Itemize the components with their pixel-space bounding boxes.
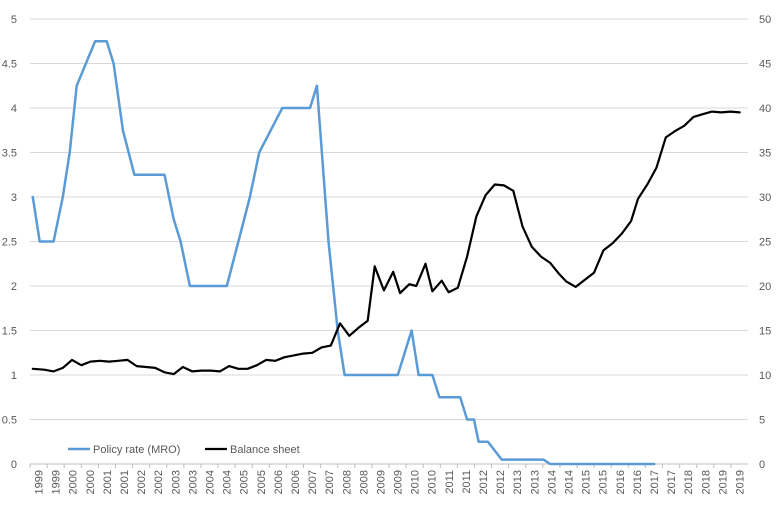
x-axis-tick-label: 2012	[478, 470, 490, 494]
x-axis-tick-label: 2010	[410, 470, 422, 494]
x-axis-tick-label: 2012	[495, 470, 507, 494]
x-axis-tick-label: 2002	[153, 470, 165, 494]
legend-label: Balance sheet	[230, 444, 300, 456]
x-axis-tick-label: 2018	[700, 470, 712, 494]
left-axis-tick-label: 4.5	[2, 59, 17, 71]
x-axis-tick-label: 1999	[51, 470, 63, 494]
x-axis-tick-label: 2016	[615, 470, 627, 494]
x-axis-tick-label: 2004	[205, 470, 217, 494]
left-axis-tick-label: 3	[11, 192, 17, 204]
x-axis-tick-label: 2019	[734, 470, 746, 494]
right-axis-tick-label: 10	[759, 370, 771, 382]
x-axis-tick-label: 2008	[341, 470, 353, 494]
x-axis-tick-label: 2008	[358, 470, 370, 494]
x-axis-tick-label: 2006	[273, 470, 285, 494]
series-lines	[31, 40, 741, 466]
left-axis-tick-label: 0	[11, 459, 17, 471]
x-axis-tick-label: 2014	[546, 470, 558, 494]
right-axis-tick-label: 45	[759, 59, 771, 71]
x-axis-tick-label: 2010	[427, 470, 439, 494]
x-axis-tick-labels: 1999 1999 2000 2000 2001 2001 2002 2002 2003 2003…	[34, 470, 747, 494]
x-axis-tick-label: 2017	[666, 470, 678, 494]
right-axis-tick-label: 15	[759, 326, 771, 338]
right-axis-tick-label: 25	[759, 237, 771, 249]
x-axis-tick-label: 2000	[85, 470, 97, 494]
right-axis-tick-label: 40	[759, 103, 771, 115]
x-axis-tick-label: 2019	[717, 470, 729, 494]
gridlines	[30, 18, 748, 420]
x-axis-tick-label: 2015	[598, 470, 610, 494]
legend: Policy rate (MRO) Balance sheet	[68, 444, 300, 456]
x-axis-tick-label: 2009	[393, 470, 405, 494]
x-axis-tick-label: 2014	[564, 470, 576, 494]
right-axis-tick-label: 20	[759, 281, 771, 293]
x-axis-tick-label: 2005	[239, 470, 251, 494]
left-axis-tick-label: 1.5	[2, 326, 17, 338]
right-axis-tick-labels: 0 5 10 15 20 25 30 35 40 45 50	[759, 14, 771, 471]
right-axis-tick-label: 50	[759, 14, 771, 26]
x-axis-tick-label: 2003	[187, 470, 199, 494]
series-line-policy-rate	[31, 40, 656, 466]
x-axis-tick-label: 2016	[632, 470, 644, 494]
left-axis-tick-label: 1	[11, 370, 17, 382]
x-axis-tick-label: 2015	[581, 470, 593, 494]
x-axis-tick-label: 2004	[222, 470, 234, 494]
x-axis-tick-label: 2011	[461, 470, 473, 494]
legend-label: Policy rate (MRO)	[93, 444, 180, 456]
x-axis-tick-label: 2018	[683, 470, 695, 494]
left-axis-tick-label: 4	[11, 103, 17, 115]
right-axis-tick-label: 30	[759, 192, 771, 204]
left-axis-tick-label: 3.5	[2, 148, 17, 160]
x-axis-tick-label: 2009	[375, 470, 387, 494]
x-axis-tick-label: 2001	[102, 470, 114, 494]
left-axis-tick-label: 0.5	[2, 415, 17, 427]
x-axis-tick-label: 2006	[290, 470, 302, 494]
x-axis-tick-label: 2001	[119, 470, 131, 494]
left-axis-tick-label: 2.5	[2, 237, 17, 249]
x-axis-tick-label: 2011	[444, 470, 456, 494]
x-axis-tick-label: 2003	[170, 470, 182, 494]
right-axis-tick-label: 5	[759, 415, 765, 427]
right-axis-tick-label: 35	[759, 148, 771, 160]
x-axis-tick-label: 2007	[324, 470, 336, 494]
x-axis-tick-label: 2013	[512, 470, 524, 494]
series-line-balance-sheet	[31, 110, 741, 376]
left-axis-tick-label: 2	[11, 281, 17, 293]
x-axis-tick-label: 2007	[307, 470, 319, 494]
x-axis-tick-label: 2002	[136, 470, 148, 494]
right-axis-tick-label: 0	[759, 459, 765, 471]
x-axis-tick-label: 2013	[529, 470, 541, 494]
x-axis-tick-label: 2017	[649, 470, 661, 494]
left-axis-tick-labels: 0 0.5 1 1.5 2 2.5 3 3.5 4 4.5 5	[2, 14, 17, 471]
x-axis-tick-label: 1999	[34, 470, 46, 494]
x-axis-tick-label: 2005	[256, 470, 268, 494]
left-axis-tick-label: 5	[11, 14, 17, 26]
x-axis-tick-label: 2000	[68, 470, 80, 494]
